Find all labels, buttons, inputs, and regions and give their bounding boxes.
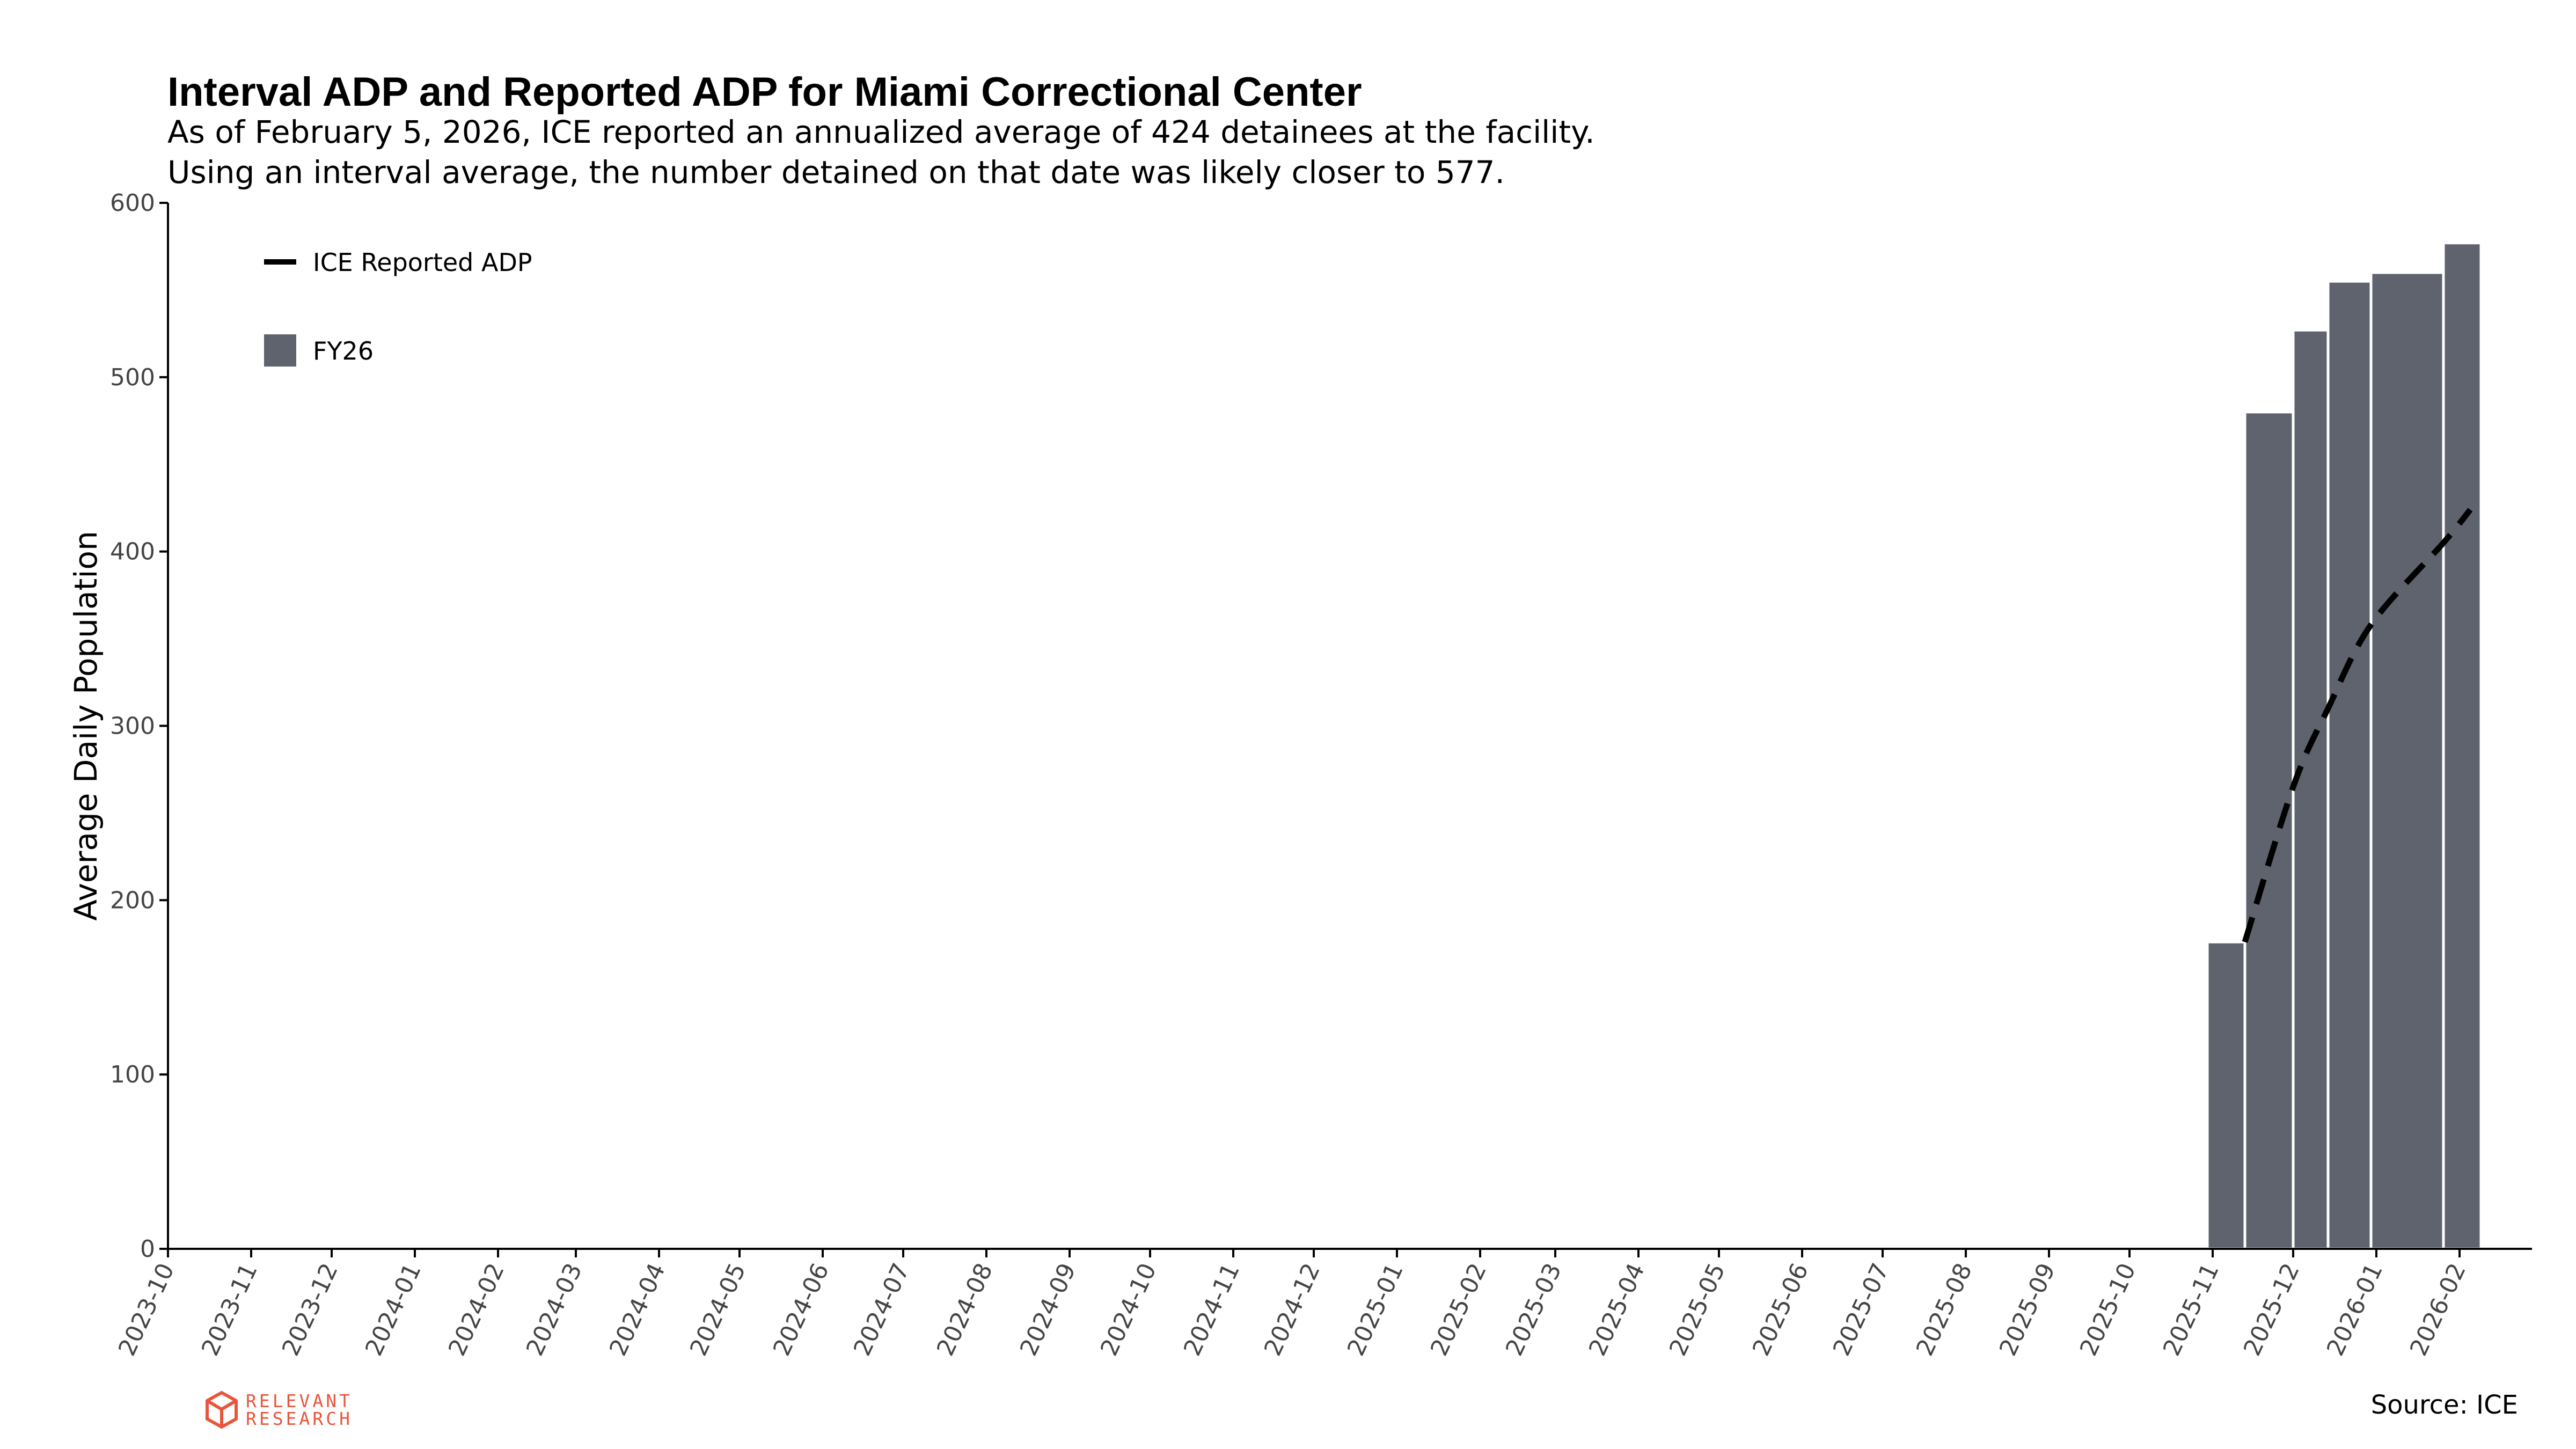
chart-title: Interval ADP and Reported ADP for Miami … <box>167 69 1362 115</box>
line-ice-reported-adp <box>2242 508 2473 943</box>
y-tick-label: 200 <box>110 887 155 914</box>
relevant-research-logo: RELEVANT RESEARCH <box>205 1391 353 1429</box>
chart-subtitle-line-2: Using an interval average, the number de… <box>167 154 1505 191</box>
x-tick-label: 2025-06 <box>1747 1259 1814 1360</box>
source-note: Source: ICE <box>2370 1390 2518 1420</box>
logo-text-line-1: RELEVANT <box>246 1391 353 1411</box>
x-tick-label: 2023-12 <box>277 1259 343 1360</box>
x-tick-label: 2025-02 <box>1425 1259 1492 1360</box>
legend-swatch-fy26 <box>264 334 296 367</box>
bar-fy26-6 <box>2442 241 2483 1250</box>
bar-fy26-2 <box>2243 411 2295 1250</box>
x-tick-label: 2023-10 <box>113 1259 180 1360</box>
bar-fy26-4 <box>2326 280 2373 1250</box>
legend-label-fy26: FY26 <box>313 336 374 365</box>
x-tick-label: 2024-08 <box>932 1259 998 1360</box>
bar-fy26-5 <box>2369 271 2445 1250</box>
y-tick-label: 600 <box>110 189 155 217</box>
hexagon-cube-icon <box>206 1391 238 1429</box>
x-tick-label: 2025-12 <box>2238 1259 2305 1360</box>
x-tick-label: 2024-05 <box>685 1259 751 1360</box>
x-tick-label: 2024-02 <box>443 1259 510 1360</box>
x-tick-label: 2024-11 <box>1179 1259 1245 1360</box>
plot-area <box>2206 241 2483 1250</box>
legend: ICE Reported ADP FY26 <box>264 248 532 367</box>
axes <box>167 203 2532 1250</box>
logo-text-line-2: RESEARCH <box>246 1408 353 1429</box>
y-tick-label: 0 <box>140 1235 155 1263</box>
x-tick-label: 2024-01 <box>360 1259 427 1360</box>
bar-fy26-1 <box>2206 940 2246 1250</box>
x-tick-label: 2025-05 <box>1664 1259 1731 1360</box>
y-tick-label: 300 <box>110 713 155 740</box>
x-tick-label: 2025-01 <box>1342 1259 1409 1360</box>
x-tick-label: 2024-12 <box>1259 1259 1326 1360</box>
x-tick-label: 2024-06 <box>768 1259 835 1360</box>
y-tick-label: 400 <box>110 538 155 566</box>
x-tick-label: 2024-04 <box>604 1259 671 1360</box>
x-tick-label: 2024-09 <box>1015 1259 1081 1360</box>
chart-subtitle-line-1: As of February 5, 2026, ICE reported an … <box>167 114 1595 150</box>
x-tick-label: 2025-11 <box>2158 1259 2224 1360</box>
x-tick-label: 2026-02 <box>2405 1259 2471 1360</box>
x-tick-label: 2025-10 <box>2075 1259 2141 1360</box>
x-tick-label: 2025-03 <box>1501 1259 1567 1360</box>
x-tick-label: 2023-11 <box>196 1259 263 1360</box>
x-tick-label: 2025-09 <box>1994 1259 2061 1360</box>
bar-fy26-3 <box>2292 328 2330 1250</box>
y-axis-label: Average Daily Population <box>68 531 104 921</box>
legend-label-ice-reported-adp: ICE Reported ADP <box>313 248 532 277</box>
x-tick-label: 2025-04 <box>1584 1259 1650 1360</box>
x-tick-label: 2026-01 <box>2322 1259 2388 1360</box>
x-tick-label: 2024-07 <box>848 1259 915 1360</box>
x-tick-label: 2024-10 <box>1095 1259 1162 1360</box>
y-ticks: 0 100 200 300 400 500 600 <box>110 189 168 1263</box>
y-tick-label: 500 <box>110 364 155 391</box>
x-tick-label: 2025-07 <box>1828 1259 1894 1360</box>
y-tick-label: 100 <box>110 1061 155 1088</box>
logo-text: RELEVANT RESEARCH <box>246 1392 353 1428</box>
x-tick-label: 2025-08 <box>1911 1259 1978 1360</box>
x-tick-label: 2024-03 <box>521 1259 588 1360</box>
x-ticks: 2023-10 2023-11 2023-12 2024-01 2024-02 2024-… <box>113 1249 2471 1360</box>
